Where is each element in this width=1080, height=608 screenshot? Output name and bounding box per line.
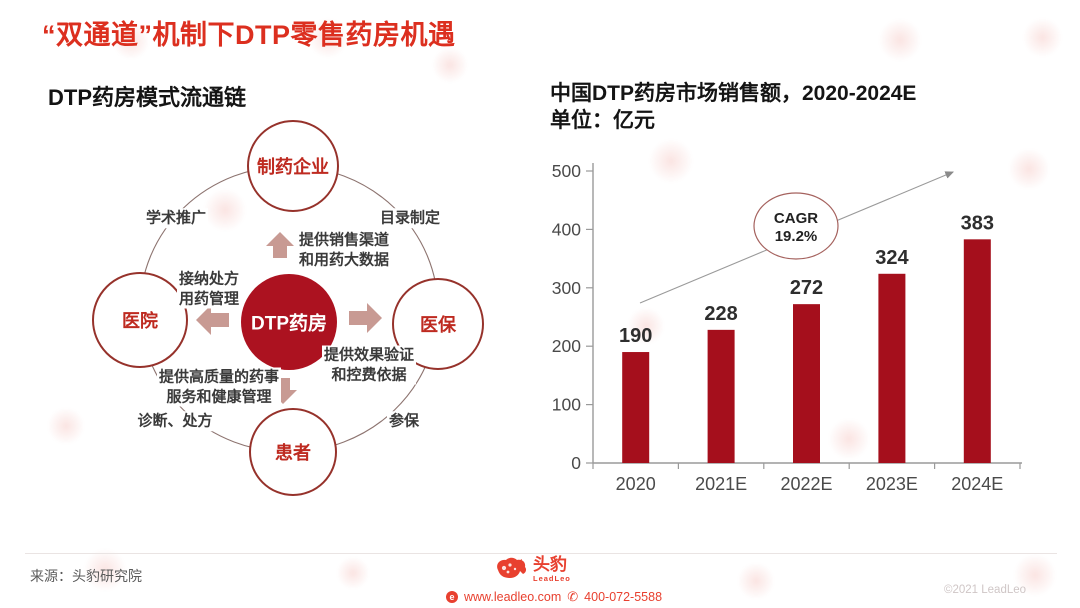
- dtp-center-circle: [241, 274, 337, 370]
- bar-value-label: 324: [875, 247, 909, 269]
- flow-label-to-pharma: 提供销售渠道 和用药大数据: [296, 230, 392, 270]
- website-text: www.leadleo.com: [464, 590, 562, 604]
- x-tick-label: 2021E: [695, 474, 747, 494]
- x-tick-label: 2023E: [866, 474, 918, 494]
- chart-title-line1: 中国DTP药房市场销售额，2020-2024E: [550, 82, 917, 105]
- brand-name-cn: 头豹: [533, 555, 567, 574]
- sales-bar-chart: 0 100 200 300 400 500 190 2020 228 2021E 272 2022E 3…: [540, 150, 1080, 505]
- bar-value-label: 383: [961, 212, 994, 234]
- chart-title-line2: 单位：亿元: [550, 109, 655, 132]
- contact-line: e www.leadleo.com ✆ 400-072-5588: [446, 589, 662, 605]
- brand-logo: 头豹 LeadLeo: [492, 556, 571, 583]
- flow-label-line: 和控费依据: [331, 366, 407, 383]
- node-label-hospital: 医院: [122, 311, 158, 331]
- edge-label-catalog: 目录制定: [377, 208, 443, 228]
- node-label-patient: 患者: [275, 443, 311, 463]
- brand-name-en: LeadLeo: [533, 574, 571, 583]
- y-tick-label: 100: [552, 395, 581, 415]
- watermark-blob: [1005, 545, 1065, 605]
- flow-label-line: 服务和健康管理: [166, 388, 272, 405]
- watermark-blob: [330, 550, 376, 596]
- dtp-center-label: DTP药房: [250, 313, 328, 335]
- flow-label-line: 和用药大数据: [298, 251, 390, 268]
- leopard-logo-icon: [497, 557, 527, 578]
- arrow-left-icon: [196, 305, 229, 335]
- phone-number: 400-072-5588: [584, 590, 663, 604]
- footer-divider: [25, 553, 1057, 554]
- y-tick-label: 400: [552, 219, 581, 239]
- cagr-bubble: [753, 192, 839, 260]
- flow-label-to-insurance: 提供效果验证 和控费依据: [321, 345, 417, 385]
- edge-label-academic: 学术推广: [143, 208, 209, 228]
- y-tick-label: 300: [552, 278, 581, 298]
- bar-value-label: 228: [704, 303, 737, 325]
- bar-value-label: 272: [790, 277, 823, 299]
- node-circle-pharma: [247, 120, 339, 212]
- flow-label-line: 接纳处方: [178, 270, 240, 288]
- y-tick-label: 500: [552, 161, 581, 181]
- bar-2022E: [793, 304, 820, 463]
- x-tick-label: 2022E: [780, 474, 832, 494]
- flow-label-from-hospital: 接纳处方 用药管理: [176, 269, 242, 309]
- x-tick-label: 2024E: [951, 474, 1003, 494]
- dtp-diagram: [92, 120, 484, 496]
- y-tick-label: 0: [571, 453, 581, 473]
- node-circle-hospital: [92, 272, 188, 368]
- bar-2021E: [707, 329, 735, 463]
- page-title: “双通道”机制下DTP零售药房机遇: [42, 20, 456, 50]
- cagr-value: 19.2%: [775, 228, 818, 245]
- phone-icon: ✆: [567, 589, 579, 604]
- watermark-blob: [730, 555, 782, 607]
- node-label-insurance: 医保: [420, 315, 456, 335]
- diagram-title: DTP药房模式流通链: [48, 85, 247, 110]
- y-tick-label: 200: [552, 336, 581, 356]
- flow-label-line: 提供高质量的药事: [158, 368, 280, 386]
- bar-2024E: [963, 239, 991, 463]
- watermark-blob: [1015, 10, 1070, 65]
- flow-label-line: 用药管理: [178, 290, 240, 307]
- bar-2020: [622, 352, 650, 463]
- copyright-text: ©2021 LeadLeo: [944, 584, 1027, 596]
- arrow-right-icon: [349, 303, 382, 333]
- chart-title: 中国DTP药房市场销售额，2020-2024E 单位：亿元: [550, 80, 980, 134]
- bar-2023E: [878, 273, 906, 463]
- flow-label-to-patient: 提供高质量的药事 服务和健康管理: [156, 367, 282, 407]
- cagr-label: CAGR: [774, 210, 818, 227]
- source-note: 来源：头豹研究院: [30, 568, 142, 584]
- flow-label-line: 提供销售渠道: [298, 231, 390, 249]
- node-circle-patient: [249, 408, 337, 496]
- bar-value-label: 190: [619, 325, 652, 347]
- x-tick-label: 2020: [616, 474, 656, 494]
- edge-label-enrollment: 参保: [386, 411, 422, 431]
- globe-icon: e: [446, 591, 458, 603]
- arrow-up-icon: [266, 232, 294, 258]
- node-label-pharma: 制药企业: [257, 157, 329, 177]
- watermark-blob: [870, 10, 930, 70]
- edge-label-diagnosis: 诊断、处方: [135, 411, 215, 431]
- flow-label-line: 提供效果验证: [323, 346, 415, 364]
